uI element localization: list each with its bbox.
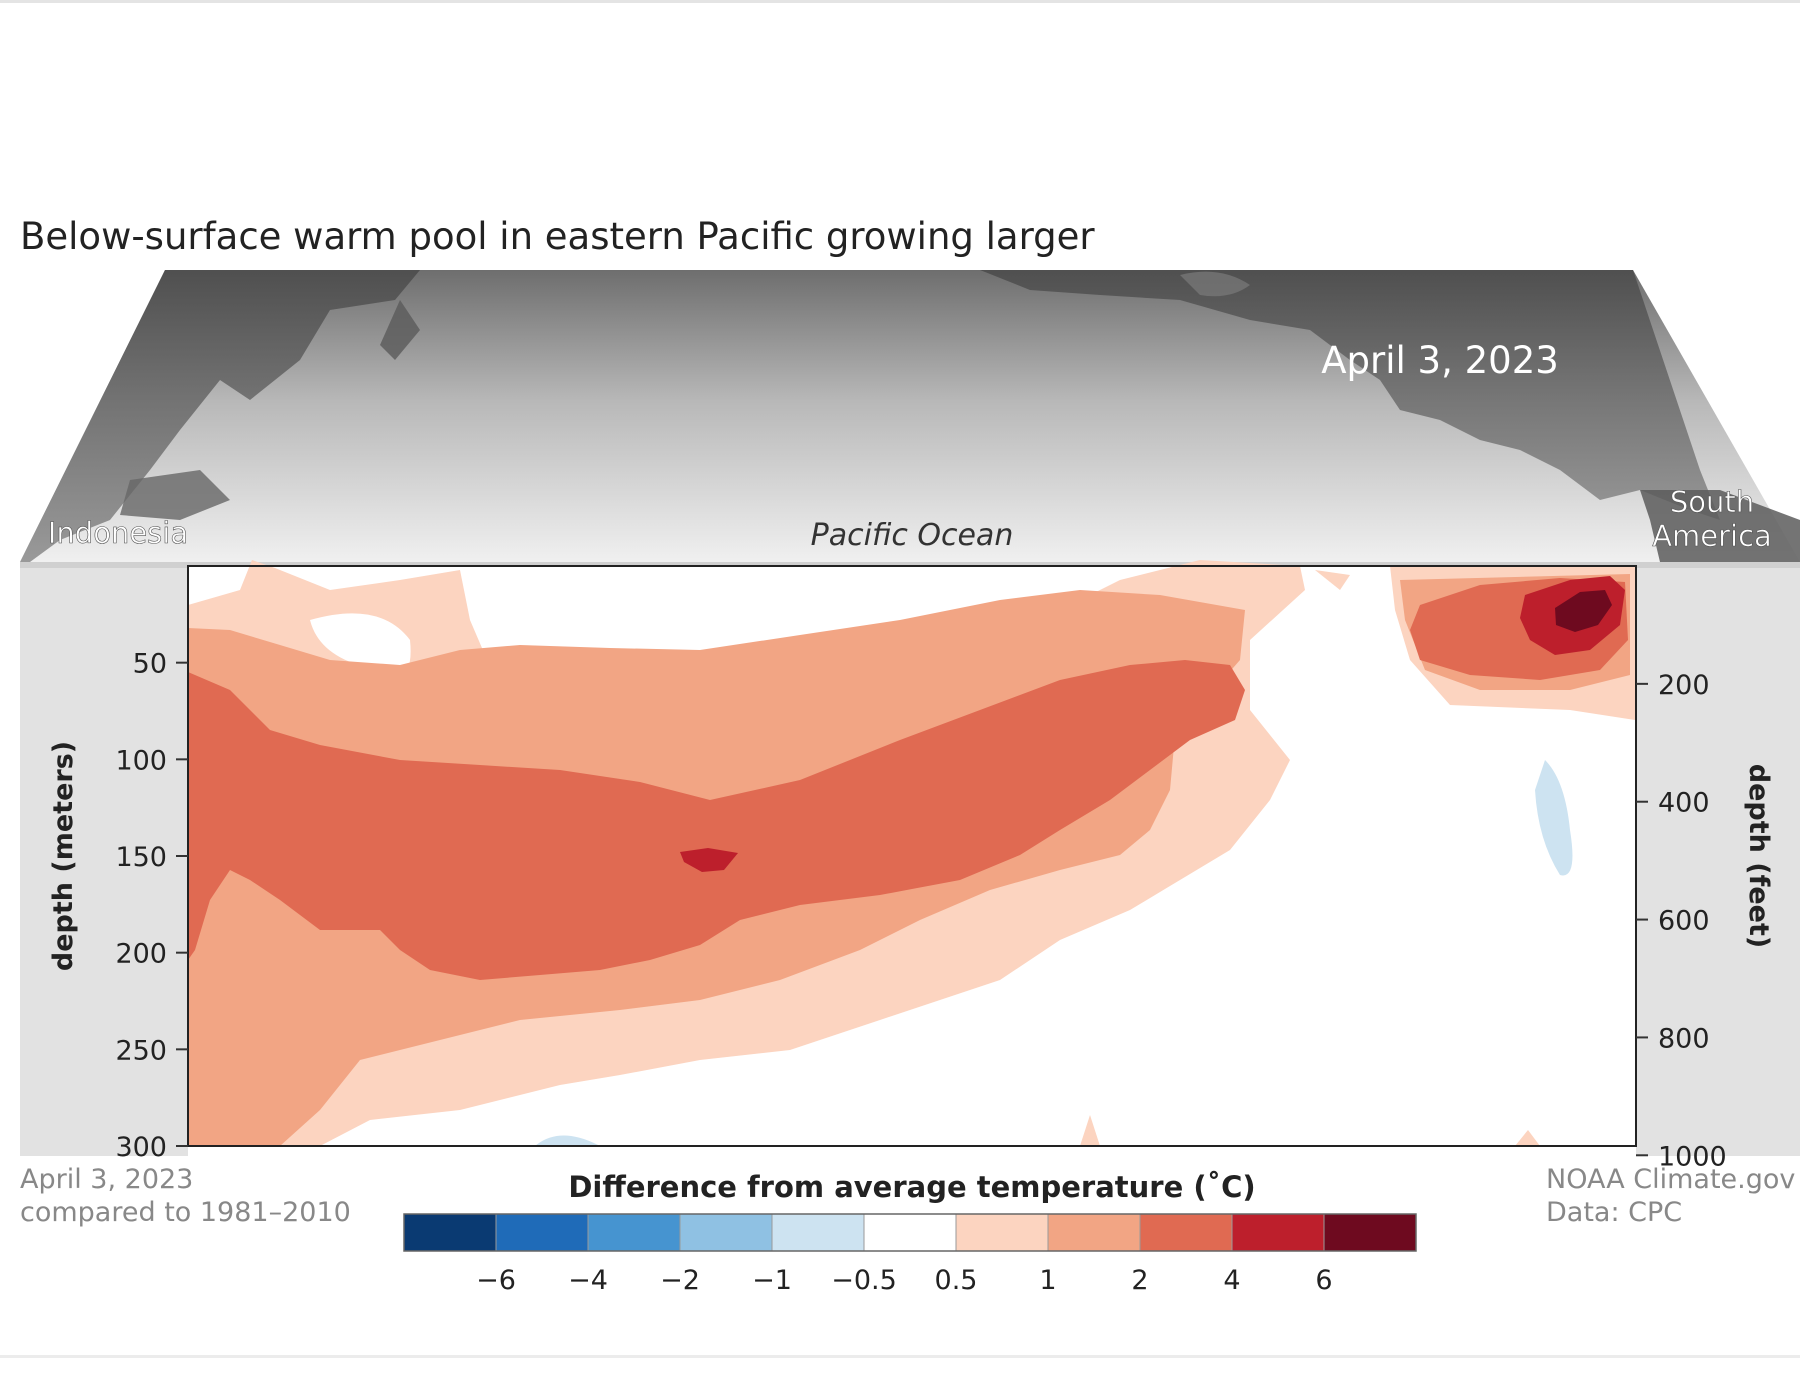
colorbar-swatch (863, 1213, 957, 1252)
colorbar-swatch (1047, 1213, 1141, 1252)
alaska-detail (1180, 271, 1250, 297)
colorbar-swatch (771, 1213, 865, 1252)
map-panel: April 3, 2023 Indonesia Pacific Ocean So… (20, 270, 1800, 562)
colorbar-swatch (587, 1213, 681, 1252)
contour-cool-1 (1535, 760, 1573, 876)
colorbar-swatch (1231, 1213, 1325, 1252)
y-axis-right: 200 400 600 800 1000 (1636, 670, 1727, 1172)
contour-band-0.5-small-2 (1515, 1130, 1540, 1146)
colorbar-tick-label: −6 (476, 1265, 516, 1296)
colorbar (403, 1213, 1417, 1252)
colorbar-tick-label: −4 (568, 1265, 608, 1296)
colorbar-tick-label: 0.5 (935, 1265, 978, 1296)
colorbar-swatch (495, 1213, 589, 1252)
contour-cool-2 (535, 1135, 600, 1146)
left-axis-panel (20, 562, 188, 1156)
colorbar-tick-label: −2 (660, 1265, 700, 1296)
map-label-indonesia: Indonesia (48, 516, 188, 550)
heatmap-plot (187, 560, 1637, 1147)
y-tick-label-right: 600 (1658, 906, 1710, 937)
contour-band-2 (188, 660, 1245, 980)
contour-band-0.5-small-1 (1080, 1115, 1100, 1146)
colorbar-tick-label: −0.5 (831, 1265, 897, 1296)
colorbar-title: Difference from average temperature (˚C) (568, 1170, 1255, 1204)
y-tick-label-left: 200 (115, 939, 167, 970)
y-axis-label-right: depth (feet) (1743, 764, 1774, 948)
contour-band-0.5-east-2 (1315, 570, 1350, 590)
y-tick-label-left: 100 (115, 745, 167, 776)
chart-title: Below-surface warm pool in eastern Pacif… (20, 215, 1095, 258)
colorbar-tick-label: 4 (1223, 1265, 1240, 1296)
y-tick-label-left: 300 (115, 1132, 167, 1163)
colorbar-tick-label: 2 (1131, 1265, 1148, 1296)
colorbar-tick-label: 6 (1315, 1265, 1332, 1296)
bottom-divider (0, 1355, 1800, 1358)
colorbar-swatch (1323, 1213, 1417, 1252)
date-label: April 3, 2023 (1321, 339, 1559, 382)
y-tick-label-right: 1000 (1658, 1141, 1727, 1172)
map-label-south: South (1670, 485, 1754, 519)
footnote-left-line2: compared to 1981–2010 (20, 1197, 351, 1228)
y-tick-label-left: 250 (115, 1035, 167, 1066)
indonesia-landmass (120, 470, 230, 520)
footnote-right-line1: NOAA Climate.gov (1546, 1164, 1796, 1195)
right-axis-panel (1636, 562, 1800, 1156)
y-tick-label-right: 800 (1658, 1023, 1710, 1054)
north-america-landmass (980, 270, 1720, 520)
south-america-landmass (1640, 490, 1800, 562)
y-tick-label-left: 150 (115, 842, 167, 873)
colorbar-swatch (955, 1213, 1049, 1252)
y-tick-label-right: 400 (1658, 788, 1710, 819)
contour-band-4-central (680, 848, 738, 872)
footnote-right-line2: Data: CPC (1546, 1197, 1683, 1228)
colorbar-swatch (403, 1213, 497, 1252)
colorbar-ticks: −6 −4 −2 −1 −0.5 0.5 1 2 4 6 (476, 1265, 1333, 1296)
japan-landmass (380, 300, 420, 360)
map-label-america: America (1652, 519, 1772, 553)
top-divider (0, 0, 1800, 3)
colorbar-tick-label: 1 (1039, 1265, 1056, 1296)
contour-band-6-east (1555, 590, 1612, 632)
colorbar-tick-label: −1 (752, 1265, 792, 1296)
colorbar-swatch (679, 1213, 773, 1252)
colorbar-swatch (1139, 1213, 1233, 1252)
footnote-left: April 3, 2023 compared to 1981–2010 (20, 1163, 351, 1229)
footnote-left-line1: April 3, 2023 (20, 1164, 194, 1195)
y-tick-label-left: 50 (133, 649, 167, 680)
y-axis-label-left: depth (meters) (48, 741, 79, 971)
asia-landmass (20, 270, 420, 562)
y-tick-label-right: 200 (1658, 670, 1710, 701)
y-axis-left: 50 100 150 200 250 300 (115, 649, 188, 1163)
footnote-right: NOAA Climate.gov Data: CPC (1546, 1163, 1795, 1229)
colorbar-outline (403, 1213, 1417, 1252)
map-label-pacific-ocean: Pacific Ocean (811, 518, 1014, 553)
